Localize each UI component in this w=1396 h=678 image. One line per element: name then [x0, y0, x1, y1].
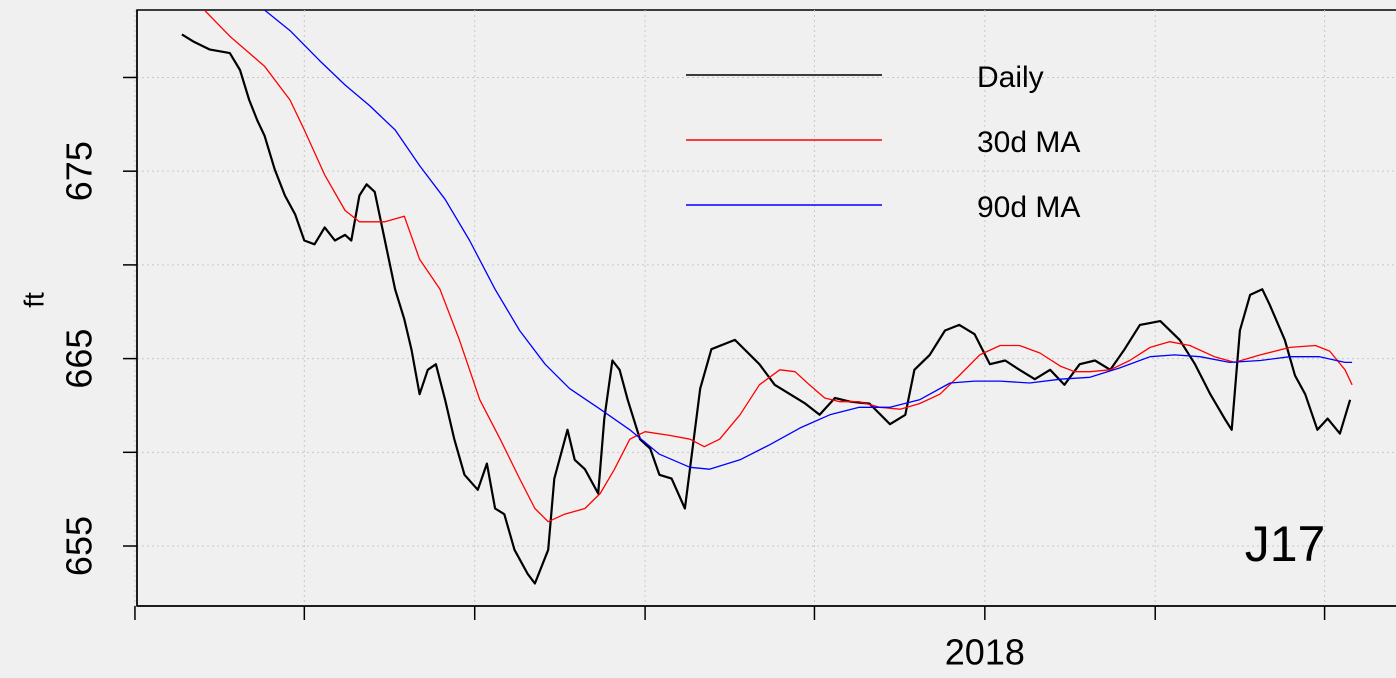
series-line [181, 33, 1352, 585]
plot-frame [136, 9, 1396, 607]
series-line [203, 10, 1353, 523]
lines [181, 10, 1353, 585]
grid [134, 10, 1396, 606]
x-tick-label: 2018 [945, 632, 1025, 673]
legend-label: 30d MA [977, 126, 1080, 159]
series-line [264, 10, 1353, 470]
legend-label: Daily [977, 61, 1044, 94]
y-tick-label: 655 [59, 516, 100, 576]
legend: Daily 30d MA 90d MA [686, 61, 1080, 224]
legend-label: 90d MA [977, 191, 1080, 224]
annotation: J17 [1245, 516, 1326, 572]
y-tick-label: 665 [59, 329, 100, 389]
y-axis-label: ft [18, 292, 49, 308]
axes: 655 665 675 2018 [59, 10, 1396, 673]
y-tick-label: 675 [59, 141, 100, 201]
